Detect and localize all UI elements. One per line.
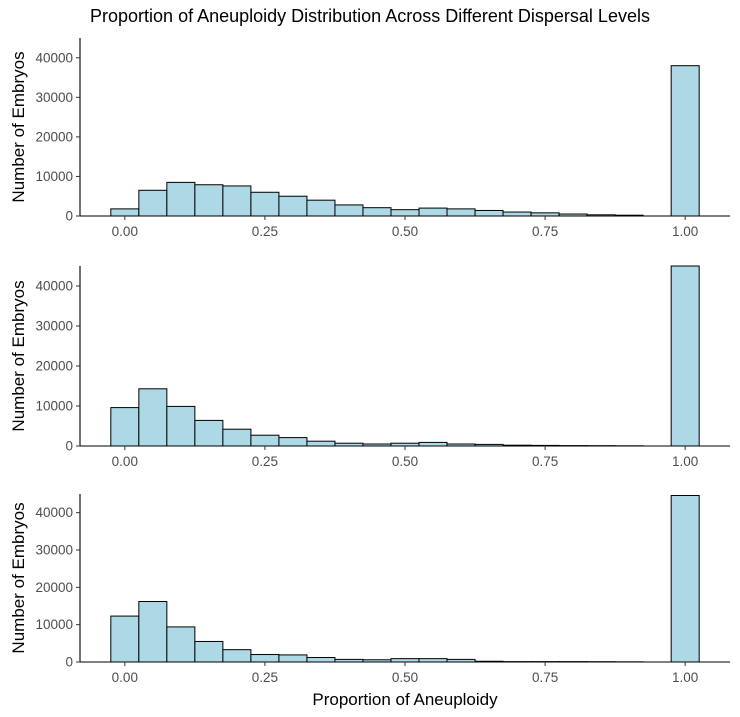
y-tick-label: 20000 (35, 129, 73, 144)
bar (670, 494, 700, 663)
bar (166, 626, 196, 663)
bar (502, 211, 532, 217)
bar (222, 428, 252, 447)
y-axis-label: Number of Embryos (9, 51, 28, 202)
bar (250, 654, 280, 663)
panel-3: 0 10000 20000 30000 40000 0.00 0.25 0.50 0.75 1.0… (9, 494, 730, 685)
bar (138, 601, 168, 663)
y-axis-label: Number of Embryos (9, 280, 28, 431)
bar (222, 649, 252, 663)
bar (166, 405, 196, 447)
x-tick-label: 0.50 (392, 454, 418, 469)
bar (306, 657, 336, 663)
y-tick-label: 30000 (35, 319, 73, 334)
bar (278, 195, 308, 217)
x-axis-label: Proportion of Aneuploidy (312, 690, 498, 709)
y-tick-label: 10000 (35, 399, 73, 414)
x-tick-label: 1.00 (672, 454, 698, 469)
bar (306, 199, 336, 217)
x-tick-label: 0.75 (532, 224, 558, 239)
x-tick-label: 0.75 (532, 454, 558, 469)
y-axis-label: Number of Embryos (9, 502, 28, 653)
bar (250, 191, 280, 217)
bar (390, 209, 420, 217)
bar (138, 388, 168, 447)
x-tick-label: 0.00 (112, 224, 138, 239)
y-tick-label: 0 (65, 209, 73, 224)
panel-2: 0 10000 20000 30000 40000 0.00 0.25 0.50 0.75 1.0… (9, 265, 730, 469)
y-tick-label: 20000 (35, 580, 73, 595)
x-tick-label: 0.50 (392, 670, 418, 685)
y-tick-label: 20000 (35, 359, 73, 374)
y-tick-label: 0 (65, 655, 73, 670)
y-tick-label: 40000 (35, 279, 73, 294)
x-tick-label: 0.25 (252, 224, 278, 239)
bar (474, 209, 504, 217)
y-tick-label: 0 (65, 439, 73, 454)
bar (110, 615, 140, 663)
bar (446, 208, 476, 217)
y-tick-label: 40000 (35, 50, 73, 65)
bar (278, 437, 308, 447)
x-tick-label: 0.50 (392, 224, 418, 239)
x-tick-label: 0.25 (252, 670, 278, 685)
y-tick-label: 10000 (35, 617, 73, 632)
bar (166, 181, 196, 217)
panels-group: 0 10000 20000 30000 40000 0.00 0.25 0.50 0.75 1.0… (9, 38, 730, 685)
y-tick-label: 10000 (35, 169, 73, 184)
bar (278, 654, 308, 663)
x-tick-label: 1.00 (672, 670, 698, 685)
x-tick-label: 0.25 (252, 454, 278, 469)
bar (222, 185, 252, 217)
bar (670, 265, 700, 447)
bar (110, 208, 140, 217)
bar (334, 204, 364, 217)
bar (306, 440, 336, 447)
bar (110, 407, 140, 447)
bar (250, 434, 280, 447)
panel-1: 0 10000 20000 30000 40000 0.00 0.25 0.50 0.75 1.0… (9, 38, 730, 239)
y-tick-label: 30000 (35, 90, 73, 105)
y-tick-label: 30000 (35, 543, 73, 558)
bar (138, 189, 168, 217)
bar (194, 640, 224, 663)
y-tick-label: 40000 (35, 505, 73, 520)
bar (194, 419, 224, 447)
bar (362, 207, 392, 217)
x-tick-label: 1.00 (672, 224, 698, 239)
x-tick-label: 0.00 (112, 670, 138, 685)
bar (670, 65, 700, 217)
x-tick-label: 0.00 (112, 454, 138, 469)
chart-title: Proportion of Aneuploidy Distribution Ac… (90, 6, 650, 26)
x-tick-label: 0.75 (532, 670, 558, 685)
bar (418, 207, 448, 217)
bar (194, 184, 224, 217)
